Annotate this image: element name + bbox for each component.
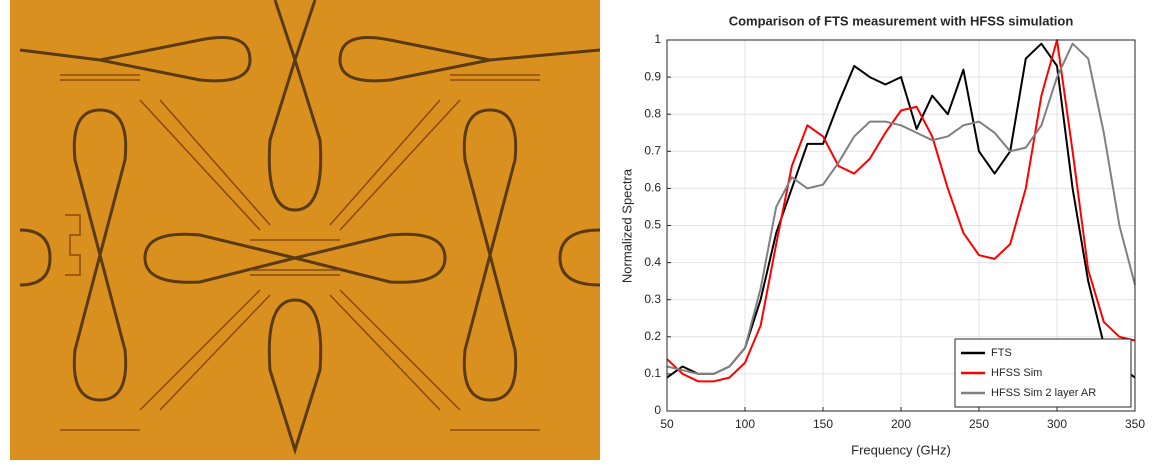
y-tick-label: 0.9 xyxy=(644,69,661,83)
legend-label: HFSS Sim xyxy=(991,367,1042,379)
y-tick-label: 0.4 xyxy=(644,255,661,269)
x-tick-label: 350 xyxy=(1125,417,1145,431)
y-tick-label: 1 xyxy=(654,32,661,46)
y-tick-label: 0.5 xyxy=(644,218,661,232)
y-tick-label: 0.7 xyxy=(644,143,661,157)
chart: Comparison of FTS measurement with HFSS … xyxy=(619,13,1145,457)
legend-label: HFSS Sim 2 layer AR xyxy=(991,387,1096,399)
legend: FTS HFSS Sim HFSS Sim 2 layer AR xyxy=(954,338,1132,408)
y-tick-label: 0.8 xyxy=(644,106,661,120)
y-tick-label: 0.2 xyxy=(644,329,661,343)
x-tick-label: 150 xyxy=(813,417,833,431)
x-axis-label: Frequency (GHz) xyxy=(851,442,951,457)
x-tick-label: 50 xyxy=(660,417,674,431)
x-tick-label: 250 xyxy=(969,417,989,431)
y-tick-label: 0.3 xyxy=(644,292,661,306)
x-tick-label: 100 xyxy=(735,417,755,431)
y-tick-label: 0.1 xyxy=(644,366,661,380)
chart-title: Comparison of FTS measurement with HFSS … xyxy=(729,13,1074,28)
y-tick-label: 0 xyxy=(654,403,661,417)
y-tick-label: 0.6 xyxy=(644,181,661,195)
legend-label: FTS xyxy=(991,347,1012,359)
x-tick-label: 300 xyxy=(1047,417,1067,431)
series-line xyxy=(666,42,1136,375)
plot-frame xyxy=(666,39,1136,412)
x-tick-label: 200 xyxy=(891,417,911,431)
y-axis-label: Normalized Spectra xyxy=(619,168,634,283)
chip-photo xyxy=(10,0,601,460)
